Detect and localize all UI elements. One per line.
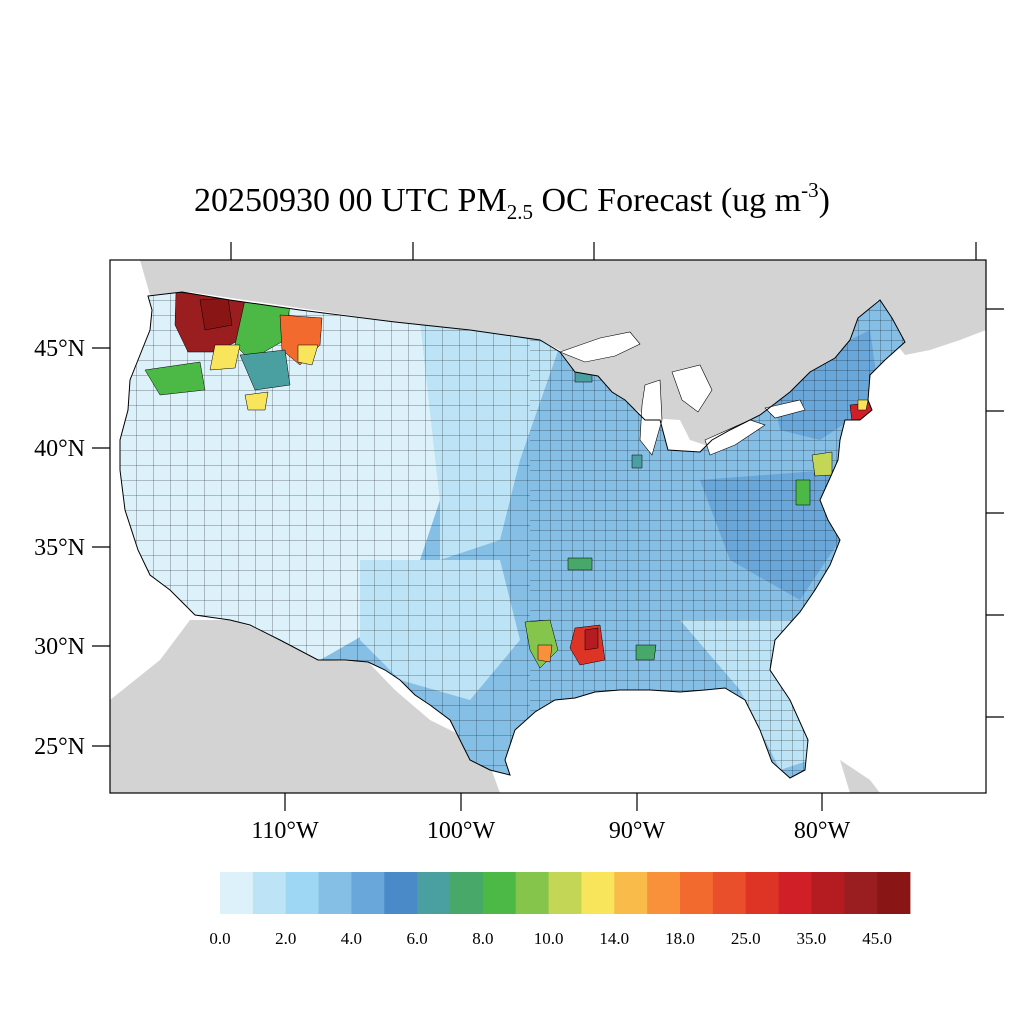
colorbar-label: 18.0 xyxy=(665,929,695,948)
map-panel xyxy=(110,260,986,793)
colorbar-swatch xyxy=(384,872,418,914)
colorbar-swatch xyxy=(417,872,451,914)
hotspot-idaho-peak xyxy=(199,297,233,331)
hotspot-montana-yellow xyxy=(297,344,319,366)
title-subscript: 2.5 xyxy=(506,200,533,224)
great-lakes xyxy=(559,331,806,456)
colorbar-label: 14.0 xyxy=(599,929,629,948)
colorbar-label: 2.0 xyxy=(275,929,296,948)
colorbar-swatch xyxy=(778,872,812,914)
lat-label-25: 25°N xyxy=(34,734,85,760)
hotspot-illinois xyxy=(631,454,643,469)
title-prefix: 20250930 00 UTC PM xyxy=(194,182,507,219)
lon-label-80: 80°W xyxy=(794,818,851,844)
hotspot-idaho-south xyxy=(244,391,269,411)
hotspot-arkansas xyxy=(567,557,593,571)
lake-ontario xyxy=(764,399,806,419)
hotspot-maryland xyxy=(795,479,811,506)
hotspot-new-england-yellow xyxy=(857,399,869,411)
map-ticks xyxy=(92,242,1004,811)
hotspot-louisiana-peak xyxy=(584,627,599,651)
lat-label-30: 30°N xyxy=(34,634,85,660)
hotspot-idaho-yellow xyxy=(209,344,241,371)
latitude-labels: 45°N 40°N 35°N 30°N 25°N xyxy=(34,336,85,760)
lake-michigan xyxy=(639,379,663,456)
title-suffix: ) xyxy=(818,182,830,219)
colorbar-swatch xyxy=(220,872,254,914)
colorbar-swatch xyxy=(581,872,615,914)
canada-land xyxy=(110,260,986,450)
colorbar-label: 35.0 xyxy=(797,929,827,948)
lat-label-45: 45°N xyxy=(34,336,85,362)
colorbar-label: 10.0 xyxy=(534,929,564,948)
colorbar-swatch xyxy=(515,872,549,914)
colorbar-label: 6.0 xyxy=(407,929,428,948)
colorbar-swatch xyxy=(285,872,319,914)
land-outside-us xyxy=(110,260,986,793)
colorbar-swatch xyxy=(712,872,747,914)
colorbar-labels: 0.0 2.0 4.0 6.0 8.0 10.0 14.0 18.0 25.0 35.0 45.0 xyxy=(209,929,892,948)
title-superscript: -3 xyxy=(801,178,819,202)
lat-label-40: 40°N xyxy=(34,436,85,462)
colorbar-swatch xyxy=(877,872,911,914)
lake-superior xyxy=(559,331,641,363)
title-middle: OC Forecast (ug m xyxy=(532,182,802,219)
colorbar xyxy=(220,872,911,914)
colorbar-label: 25.0 xyxy=(731,929,761,948)
colorbar-swatch xyxy=(351,872,385,914)
colorbar-label: 8.0 xyxy=(472,929,493,948)
map-frame xyxy=(109,259,987,794)
colorbar-swatch xyxy=(252,872,287,914)
map-title: 20250930 00 UTC PM2.5 OC Forecast (ug m-… xyxy=(0,180,1024,223)
colorbar-swatch xyxy=(614,872,648,914)
lon-label-110: 110°W xyxy=(251,818,319,844)
colorbar-label: 4.0 xyxy=(341,929,362,948)
colorbar-label: 0.0 xyxy=(209,929,230,948)
hotspot-mississippi xyxy=(635,644,657,661)
hotspot-east-texas-orange xyxy=(537,644,553,663)
colorbar-swatch xyxy=(482,872,517,914)
colorbar-swatch xyxy=(811,872,845,914)
lon-label-90: 90°W xyxy=(609,818,666,844)
hotspot-layer xyxy=(144,292,877,669)
colorbar-swatch xyxy=(548,872,582,914)
mexico-land xyxy=(110,620,500,793)
colorbar-swatch xyxy=(318,872,352,914)
us-outline xyxy=(119,291,906,779)
lat-label-35: 35°N xyxy=(34,535,85,561)
colorbar-swatch xyxy=(680,872,714,914)
colorbar-label: 45.0 xyxy=(862,929,892,948)
lon-label-100: 100°W xyxy=(427,818,496,844)
hotspot-idaho-teal xyxy=(239,349,291,391)
hotspot-new-jersey xyxy=(811,451,833,477)
colorbar-swatch xyxy=(844,872,878,914)
colorbar-swatch xyxy=(745,872,779,914)
caribbean-land xyxy=(840,760,880,793)
hotspot-oregon xyxy=(144,361,206,396)
longitude-labels: 110°W 100°W 90°W 80°W xyxy=(251,818,850,844)
colorbar-swatch xyxy=(647,872,681,914)
lake-huron xyxy=(671,364,713,413)
colorbar-swatch xyxy=(450,872,484,914)
